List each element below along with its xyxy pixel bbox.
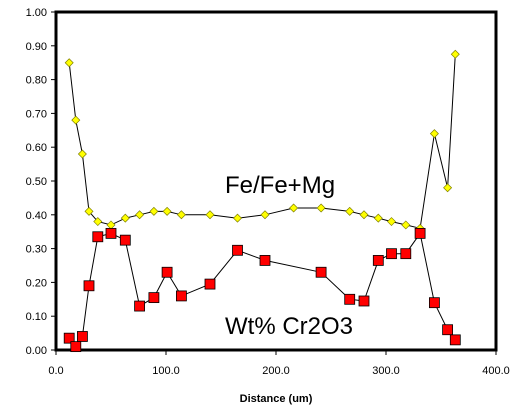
cr2o3-point <box>204 278 216 290</box>
fe-mg-point <box>345 206 355 216</box>
fe-mg-point <box>233 213 242 223</box>
y-tick-label: 0.90 <box>26 41 47 53</box>
cr2o3-point <box>105 227 117 239</box>
y-tick-label: 0.10 <box>26 311 47 323</box>
fe-mg-point <box>84 206 94 216</box>
cr2o3-point <box>77 331 88 342</box>
cr2o3-point <box>400 248 412 260</box>
cr2o3-point <box>315 266 327 278</box>
annotation-cr2o3: Wt% Cr2O3 <box>225 313 353 340</box>
cr2o3-point <box>259 255 271 266</box>
series-markers <box>63 49 461 353</box>
fe-mg-point <box>120 213 130 223</box>
fe-mg-point <box>359 210 369 220</box>
y-tick-label: 0.50 <box>26 176 47 188</box>
cr2o3-point <box>70 341 82 353</box>
y-tick-label: 0.20 <box>26 277 47 289</box>
cr2o3-point <box>175 290 187 302</box>
x-axis-label: Distance (um) <box>240 393 313 405</box>
fe-mg-point <box>401 220 411 230</box>
y-tick-label: 0.00 <box>26 345 47 357</box>
cr2o3-point <box>344 293 356 305</box>
cr2o3-point <box>358 295 370 307</box>
fe-mg-point <box>149 206 159 216</box>
x-tick-label: 300.0 <box>372 365 400 377</box>
cr2o3-point <box>92 231 104 243</box>
annotation-fe-mg: Fe/Fe+Mg <box>225 172 335 199</box>
fe-mg-point <box>429 129 439 139</box>
fe-mg-point <box>205 210 215 220</box>
y-tick-label: 1.00 <box>26 7 47 19</box>
cr2o3-point <box>63 332 75 344</box>
x-tick-label: 100.0 <box>152 365 180 377</box>
y-tick-label: 0.30 <box>26 244 47 256</box>
x-tick-label: 400.0 <box>482 365 510 377</box>
fe-mg-point <box>443 183 453 193</box>
cr2o3-point <box>83 280 95 292</box>
cr2o3-point <box>442 324 454 336</box>
x-tick-label: 200.0 <box>262 365 290 377</box>
y-tick-label: 0.60 <box>26 142 47 154</box>
y-axis: 0.00 0.10 0.20 0.30 0.40 0.50 0.60 0.70 0.80 0.90… <box>26 7 56 357</box>
fe-mg-point <box>64 58 74 68</box>
y-tick-label: 0.80 <box>26 75 47 87</box>
cr2o3-point <box>134 300 146 312</box>
cr2o3-point <box>161 266 173 278</box>
fe-mg-point <box>162 206 172 216</box>
y-tick-label: 0.70 <box>26 108 47 120</box>
fe-mg-point <box>77 149 87 159</box>
cr2o3-point <box>148 292 160 304</box>
fe-mg-point <box>450 49 460 59</box>
x-tick-label: 0.0 <box>48 365 63 377</box>
cr2o3-point <box>372 255 384 266</box>
cr2o3-point <box>428 297 440 309</box>
cr2o3-point <box>414 227 426 239</box>
fe-mg-point <box>260 210 270 220</box>
fe-mg-point <box>93 217 103 227</box>
fe-mg-point <box>135 210 145 220</box>
cr2o3-point <box>386 248 397 260</box>
fe-mg-point <box>71 115 81 125</box>
fe-mg-point <box>387 217 396 227</box>
fe-mg-point <box>373 213 383 223</box>
cr2o3-point <box>232 244 243 256</box>
fe-mg-point <box>316 203 326 213</box>
cr2o3-point <box>119 234 131 246</box>
fe-mg-point <box>176 210 186 220</box>
cr2o3-point <box>449 334 461 346</box>
y-tick-label: 0.40 <box>26 210 47 222</box>
plot-area <box>54 10 498 352</box>
fe-mg-point <box>289 203 299 213</box>
x-axis: 0.0 100.0 200.0 300.0 400.0 <box>48 350 510 377</box>
